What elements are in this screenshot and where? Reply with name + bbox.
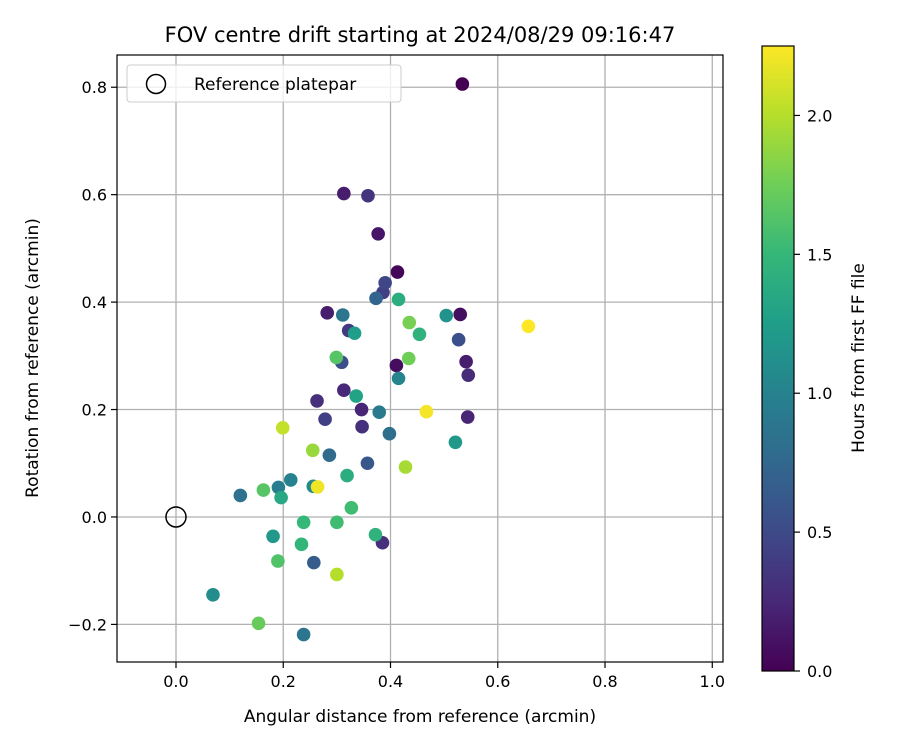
data-point xyxy=(271,480,286,495)
data-point xyxy=(271,554,285,568)
data-point xyxy=(389,358,404,373)
data-point xyxy=(355,419,369,434)
data-point xyxy=(349,389,363,403)
x-tick-label: 1.0 xyxy=(700,672,725,691)
colorbar-tick-label: 1.5 xyxy=(807,245,832,264)
data-point xyxy=(521,319,536,334)
data-point xyxy=(330,515,344,530)
data-point xyxy=(206,588,220,602)
y-axis-ticks: −0.2 0.0 0.2 0.4 0.6 0.8 xyxy=(68,78,117,634)
data-point xyxy=(274,490,288,505)
colorbar-tick-label: 0.0 xyxy=(807,662,832,681)
y-tick-label: 0.4 xyxy=(82,293,107,312)
data-point xyxy=(329,350,344,365)
data-point xyxy=(460,410,475,424)
x-axis-ticks: 0.0 0.2 0.4 0.6 0.8 1.0 xyxy=(163,662,725,691)
x-tick-label: 0.8 xyxy=(592,672,617,691)
colorbar-label: Hours from first FF file xyxy=(849,263,869,453)
x-tick-label: 0.4 xyxy=(378,672,403,691)
data-point xyxy=(369,291,383,306)
y-tick-label: 0.0 xyxy=(82,508,107,527)
x-tick-label: 0.0 xyxy=(163,672,188,691)
data-point xyxy=(390,265,405,279)
data-point xyxy=(275,420,290,435)
data-point xyxy=(320,306,335,320)
data-point xyxy=(382,426,397,441)
data-point xyxy=(330,567,344,582)
colorbar-tick-label: 2.0 xyxy=(807,106,832,125)
data-point xyxy=(307,555,321,570)
data-point xyxy=(451,332,466,347)
data-point xyxy=(294,537,309,552)
data-point xyxy=(391,371,406,386)
data-point xyxy=(398,460,413,474)
data-point xyxy=(361,188,375,203)
plot-frame xyxy=(116,54,724,663)
data-points xyxy=(206,77,536,642)
y-tick-label: −0.2 xyxy=(68,615,107,634)
data-point xyxy=(461,368,476,382)
data-point xyxy=(310,394,324,408)
colorbar-gradient xyxy=(761,45,795,672)
data-point xyxy=(310,480,325,494)
y-tick-label: 0.2 xyxy=(82,401,107,420)
data-point xyxy=(402,315,417,330)
data-point xyxy=(448,435,463,450)
data-point xyxy=(296,515,311,530)
data-point xyxy=(340,468,354,483)
data-point xyxy=(347,326,362,341)
data-point xyxy=(439,308,454,323)
reference-platepar-marker xyxy=(165,506,187,528)
data-point xyxy=(412,327,427,342)
y-tick-label: 0.8 xyxy=(82,78,107,97)
data-point xyxy=(360,456,375,471)
y-axis-label: Rotation from reference (arcmin) xyxy=(23,218,43,498)
colorbar-tick-label: 0.5 xyxy=(807,523,832,542)
legend-box xyxy=(126,64,402,103)
data-point xyxy=(305,443,320,458)
data-point xyxy=(453,307,468,322)
data-point xyxy=(459,354,473,369)
data-point xyxy=(391,292,406,307)
data-point xyxy=(251,616,266,631)
data-point xyxy=(378,275,392,290)
data-point xyxy=(322,448,337,462)
data-point xyxy=(318,412,332,427)
y-tick-label: 0.6 xyxy=(82,186,107,205)
data-point xyxy=(368,527,383,542)
data-point xyxy=(266,529,280,544)
chart-title: FOV centre drift starting at 2024/08/29 … xyxy=(165,23,676,47)
data-point xyxy=(354,402,369,417)
colorbar: 0.0 0.5 1.0 1.5 2.0 Hours from first FF file xyxy=(761,45,869,681)
data-point xyxy=(283,473,298,487)
colorbar-tick-label: 1.0 xyxy=(807,384,832,403)
data-point xyxy=(419,404,434,419)
legend-marker-icon xyxy=(145,73,167,95)
data-point xyxy=(335,308,350,322)
data-point xyxy=(337,186,351,201)
legend-label: Reference platepar xyxy=(194,75,356,95)
data-point xyxy=(296,627,311,642)
data-point xyxy=(455,77,470,91)
data-point xyxy=(372,405,387,420)
x-axis-label: Angular distance from reference (arcmin) xyxy=(244,707,596,727)
plot-area xyxy=(117,55,723,662)
data-point xyxy=(371,227,385,241)
data-point xyxy=(256,483,271,497)
colorbar-ticks: 0.0 0.5 1.0 1.5 2.0 xyxy=(794,106,832,681)
data-point xyxy=(401,351,416,366)
data-point xyxy=(337,383,351,397)
x-tick-label: 0.6 xyxy=(485,672,510,691)
legend: Reference platepar xyxy=(126,64,402,103)
data-point xyxy=(233,488,248,503)
data-point xyxy=(344,501,359,515)
x-tick-label: 0.2 xyxy=(271,672,296,691)
